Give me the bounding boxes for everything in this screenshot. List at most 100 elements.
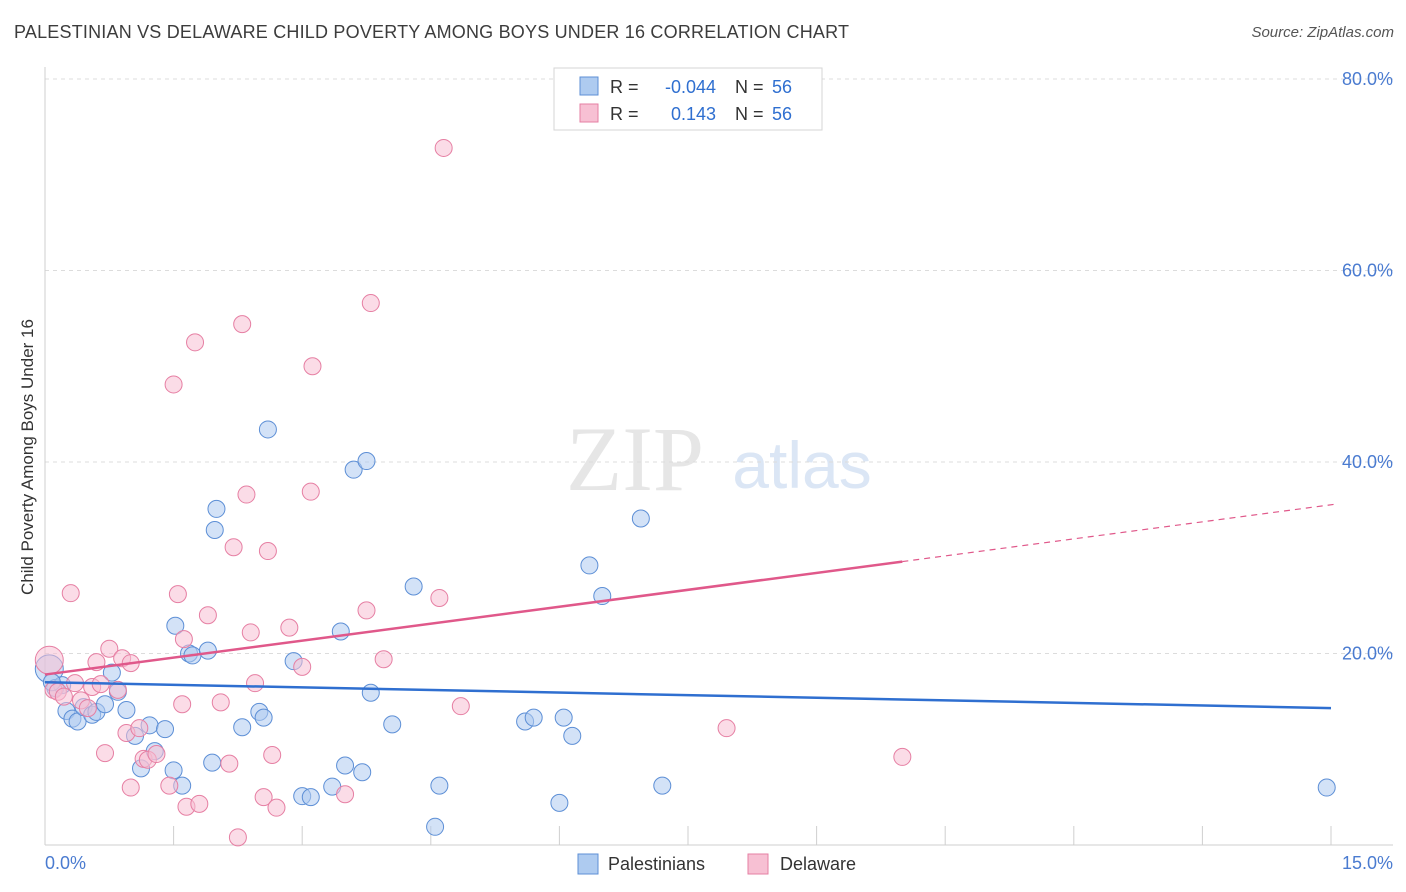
data-point-delaware — [293, 657, 312, 676]
data-point-delaware — [147, 745, 166, 764]
data-point-delaware — [280, 618, 299, 637]
data-point-delaware — [96, 744, 115, 763]
source-note: Source: ZipAtlas.com — [1251, 24, 1394, 41]
data-point-palestinians — [258, 420, 277, 439]
x-tick-label: 15.0% — [1342, 853, 1393, 873]
chart-title: PALESTINIAN VS DELAWARE CHILD POVERTY AM… — [14, 22, 850, 42]
legend-swatch-delaware — [747, 853, 769, 875]
data-point-delaware — [434, 138, 453, 157]
data-point-palestinians — [1317, 778, 1336, 797]
data-point-delaware — [174, 630, 193, 649]
data-point-palestinians — [336, 756, 355, 775]
data-point-palestinians — [361, 683, 380, 702]
data-point-delaware — [233, 315, 252, 334]
data-point-delaware — [78, 699, 97, 718]
data-point-delaware — [61, 584, 80, 603]
y-tick-label: 40.0% — [1342, 452, 1393, 472]
legend-n-label: N = — [735, 77, 764, 97]
axes: 20.0% 40.0% 60.0% 80.0% 0.0% 15.0% — [44, 67, 1393, 873]
data-point-delaware — [100, 639, 119, 658]
data-point-delaware — [237, 485, 256, 504]
data-point-palestinians — [198, 641, 217, 660]
data-point-palestinians — [205, 520, 224, 539]
data-point-palestinians — [301, 788, 320, 807]
data-point-delaware — [186, 333, 205, 352]
data-point-palestinians — [653, 776, 672, 795]
legend-label-palestinians: Palestinians — [608, 854, 705, 874]
series-legend: Palestinians Delaware — [577, 853, 856, 875]
data-point-delaware — [121, 778, 140, 797]
legend-r-label: R = — [610, 77, 639, 97]
data-points — [34, 138, 1336, 847]
data-point-palestinians — [203, 753, 222, 772]
data-point-delaware — [258, 542, 277, 561]
data-point-delaware — [303, 357, 322, 376]
data-point-palestinians — [563, 726, 582, 745]
y-tick-label: 20.0% — [1342, 644, 1393, 664]
data-point-palestinians — [166, 616, 185, 635]
data-point-delaware — [430, 588, 449, 607]
data-point-delaware — [336, 785, 355, 804]
data-point-delaware — [224, 538, 243, 557]
data-point-delaware — [160, 776, 179, 795]
data-point-delaware — [54, 687, 73, 706]
legend-swatch-palestinians — [579, 76, 599, 96]
legend-swatch-delaware — [579, 103, 599, 123]
legend-n-value: 56 — [772, 77, 792, 97]
data-point-palestinians — [117, 700, 136, 719]
data-point-delaware — [228, 828, 247, 847]
legend-label-delaware: Delaware — [780, 854, 856, 874]
data-point-palestinians — [344, 460, 363, 479]
x-tick-label: 0.0% — [45, 853, 86, 873]
data-point-palestinians — [233, 718, 252, 737]
data-point-delaware — [34, 645, 64, 675]
legend-r-value: 0.143 — [671, 104, 716, 124]
y-tick-label: 60.0% — [1342, 261, 1393, 281]
data-point-delaware — [263, 745, 282, 764]
data-point-delaware — [164, 375, 183, 394]
data-point-delaware — [374, 650, 393, 669]
data-point-palestinians — [404, 577, 423, 596]
data-point-palestinians — [554, 708, 573, 727]
data-point-palestinians — [524, 708, 543, 727]
data-point-delaware — [246, 674, 265, 693]
data-point-palestinians — [207, 499, 226, 518]
data-point-delaware — [267, 798, 286, 817]
data-point-palestinians — [96, 695, 115, 714]
data-point-delaware — [254, 788, 273, 807]
watermark-atlas: atlas — [732, 428, 871, 502]
legend-n-label: N = — [735, 104, 764, 124]
trend-line-palestinians — [44, 680, 1332, 710]
data-point-palestinians — [580, 556, 599, 575]
trend-line-delaware-projection — [902, 503, 1337, 563]
data-point-delaware — [717, 719, 736, 738]
data-point-palestinians — [156, 720, 175, 739]
data-point-delaware — [198, 606, 217, 625]
data-point-delaware — [190, 794, 209, 813]
y-tick-label: 80.0% — [1342, 69, 1393, 89]
trend-line-delaware — [44, 560, 903, 676]
legend-swatch-palestinians — [577, 853, 599, 875]
trend-lines — [44, 503, 1337, 710]
legend-r-label: R = — [610, 104, 639, 124]
legend-n-value: 56 — [772, 104, 792, 124]
data-point-palestinians — [254, 708, 273, 727]
data-point-delaware — [173, 695, 192, 714]
legend-r-value: -0.044 — [665, 77, 716, 97]
data-point-palestinians — [426, 817, 445, 836]
data-point-palestinians — [631, 509, 650, 528]
data-point-palestinians — [383, 715, 402, 734]
data-point-palestinians — [430, 776, 449, 795]
data-point-delaware — [130, 719, 149, 738]
data-point-delaware — [357, 601, 376, 620]
data-point-palestinians — [164, 761, 183, 780]
data-point-delaware — [211, 693, 230, 712]
watermark-zip: ZIP — [566, 408, 704, 510]
data-point-delaware — [301, 482, 320, 501]
data-point-palestinians — [550, 793, 569, 812]
data-point-palestinians — [353, 763, 372, 782]
data-point-delaware — [168, 585, 187, 604]
data-point-delaware — [893, 747, 912, 766]
grid-lines — [45, 78, 1393, 654]
